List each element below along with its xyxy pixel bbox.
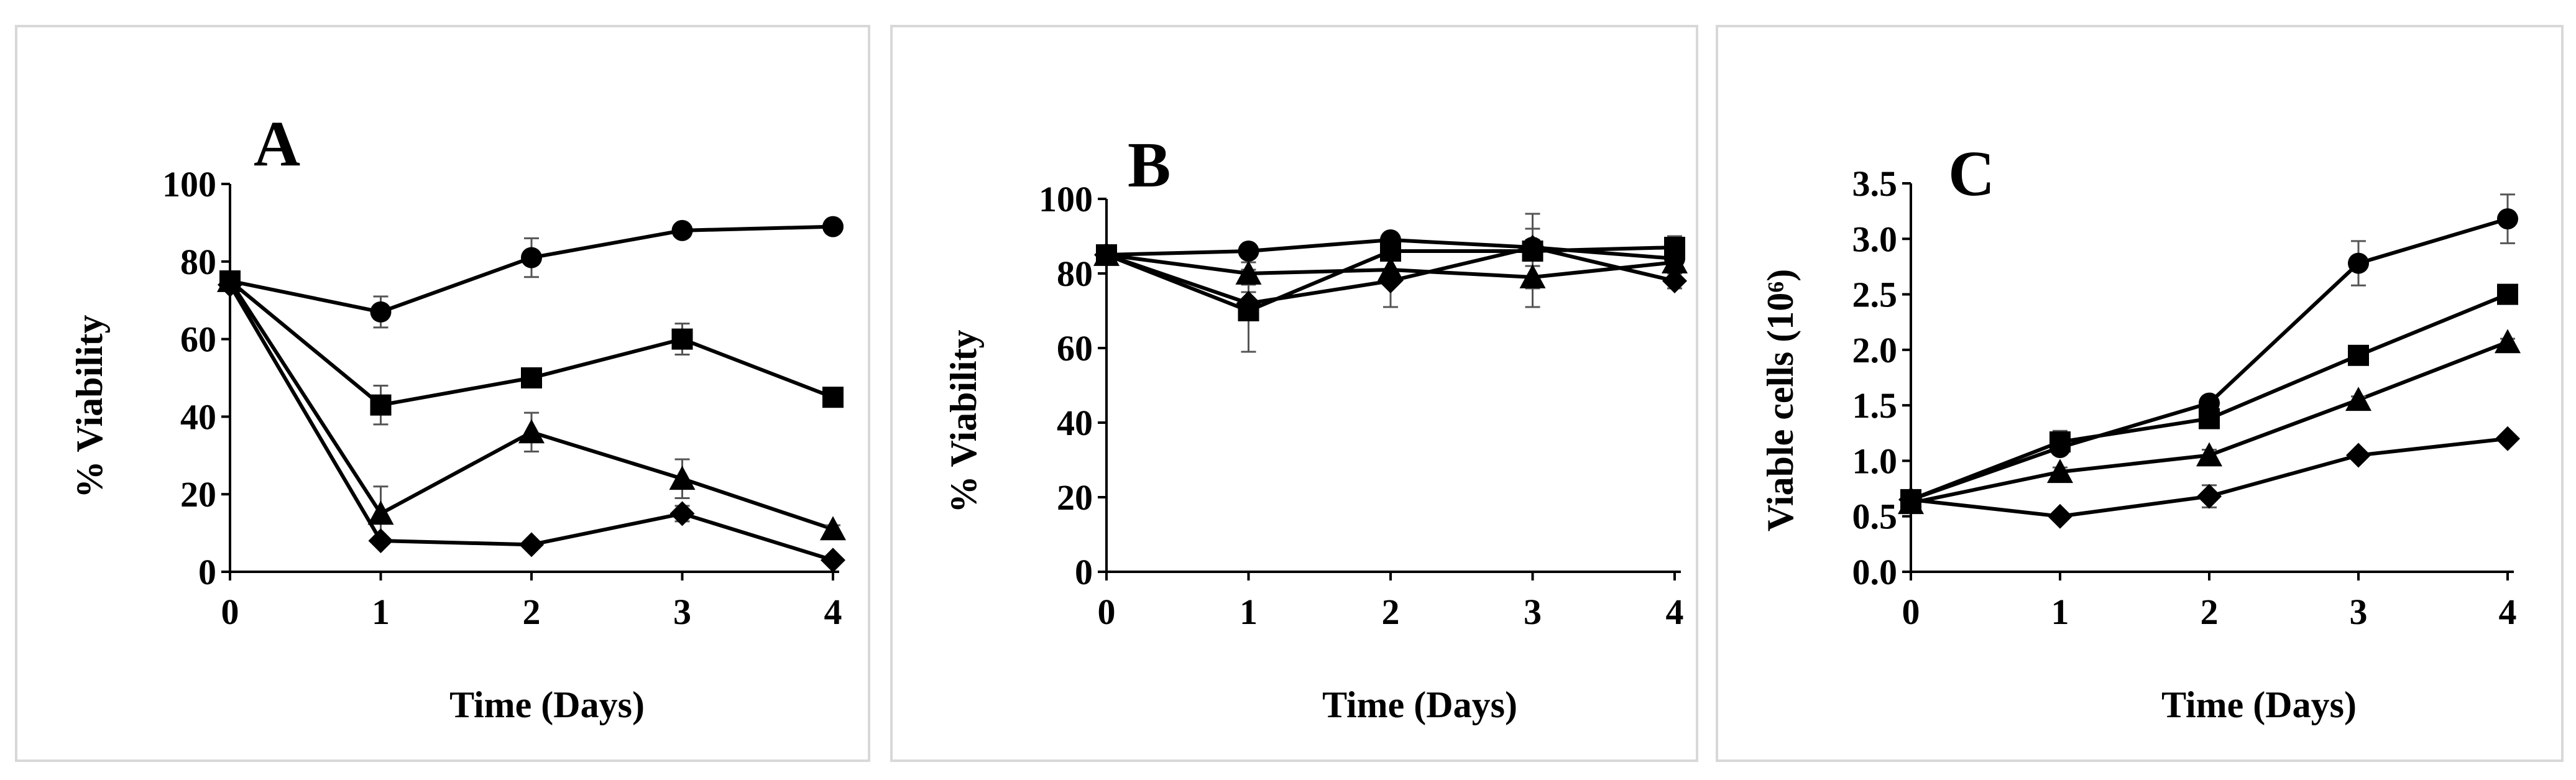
data-point-triangle-c bbox=[2196, 442, 2222, 467]
data-point-circle-c bbox=[2497, 208, 2518, 230]
y-tick-label-a: 60 bbox=[180, 319, 216, 360]
data-point-diamond-a bbox=[519, 532, 544, 557]
data-point-triangle-a bbox=[367, 500, 394, 525]
data-point-diamond-a bbox=[368, 528, 393, 554]
data-point-square-c bbox=[2497, 283, 2518, 305]
y-tick-label-c: 0.0 bbox=[1852, 552, 1898, 592]
data-point-circle-b bbox=[1238, 241, 1259, 262]
data-point-triangle-c bbox=[2345, 387, 2371, 411]
data-point-diamond-c bbox=[2495, 426, 2520, 451]
data-point-diamond-b bbox=[1662, 268, 1687, 293]
panel-label-b: B bbox=[1128, 129, 1171, 201]
x-tick-label-b: 4 bbox=[1666, 592, 1684, 632]
x-tick-label-b: 0 bbox=[1098, 592, 1116, 632]
x-tick-label-c: 1 bbox=[2051, 592, 2069, 632]
series-line-triangle-a bbox=[228, 280, 834, 531]
y-tick-label-c: 2.0 bbox=[1852, 330, 1898, 370]
y-tick-label-b: 20 bbox=[1057, 477, 1093, 518]
y-axis-label-a: % Viability bbox=[69, 314, 110, 498]
y-tick-label-b: 60 bbox=[1057, 328, 1093, 369]
y-tick-label-c: 3.0 bbox=[1852, 219, 1898, 259]
data-point-diamond-b bbox=[1378, 268, 1403, 293]
chart-panel-b: B 0 20 40 60 80 100 0 1 2 3 4 Time (Days) % Viabil… bbox=[890, 25, 1698, 762]
data-point-triangle-b bbox=[1662, 249, 1688, 273]
data-point-circle-a bbox=[370, 301, 392, 323]
data-point-diamond-a bbox=[669, 501, 695, 526]
data-point-square-c bbox=[2199, 408, 2220, 429]
y-tick-label-b: 80 bbox=[1057, 254, 1093, 294]
y-tick-label-a: 0 bbox=[198, 552, 216, 592]
panel-label-a: A bbox=[254, 108, 300, 180]
panel-label-c: C bbox=[1948, 138, 1995, 209]
y-tick-label-a: 20 bbox=[180, 474, 216, 515]
data-point-diamond-c bbox=[2048, 503, 2072, 529]
x-tick-label-a: 3 bbox=[673, 592, 691, 632]
x-axis-label-a: Time (Days) bbox=[449, 684, 645, 725]
y-tick-label-a: 40 bbox=[180, 397, 216, 437]
x-axis-label-b: Time (Days) bbox=[1322, 684, 1517, 725]
data-point-triangle-c bbox=[2495, 329, 2521, 354]
data-point-square-a bbox=[671, 328, 693, 350]
x-tick-label-c: 3 bbox=[2350, 592, 2368, 632]
data-point-triangle-a bbox=[669, 466, 696, 490]
chart-panel-a: A 0 20 40 60 80 100 0 1 2 3 4 Time (Days) % Viabil… bbox=[15, 25, 870, 762]
x-tick-label-b: 2 bbox=[1382, 592, 1400, 632]
y-tick-label-c: 0.5 bbox=[1852, 497, 1898, 537]
y-tick-label-c: 3.5 bbox=[1852, 163, 1898, 204]
data-point-triangle-a bbox=[820, 516, 846, 541]
data-point-diamond-b bbox=[1236, 291, 1261, 316]
x-tick-label-a: 1 bbox=[372, 592, 390, 632]
y-tick-label-a: 100 bbox=[162, 164, 216, 204]
data-point-diamond-a bbox=[821, 548, 845, 573]
chart-b-svg: B 0 20 40 60 80 100 0 1 2 3 4 Time (Days) % Viabil… bbox=[943, 129, 1688, 725]
y-axis-label-b: % Viability bbox=[943, 329, 984, 513]
y-tick-label-b: 40 bbox=[1057, 403, 1093, 443]
data-point-diamond-c bbox=[2346, 443, 2371, 468]
x-tick-label-b: 1 bbox=[1240, 592, 1258, 632]
plot-area-a: 0 20 40 60 80 100 0 1 2 3 4 bbox=[162, 164, 846, 632]
data-point-diamond-c bbox=[1898, 487, 1923, 512]
data-point-square-a bbox=[822, 387, 844, 408]
x-tick-label-b: 3 bbox=[1524, 592, 1542, 632]
chart-panel-c: C 0.0 0.5 1.0 1.5 2.0 2.5 3.0 3.5 0 1 2 3 4 Time (Da… bbox=[1716, 25, 2564, 762]
x-tick-label-c: 0 bbox=[1902, 592, 1920, 632]
plot-area-c: 0.0 0.5 1.0 1.5 2.0 2.5 3.0 3.5 0 1 2 3 4 bbox=[1852, 163, 2521, 632]
data-point-circle-a bbox=[521, 247, 542, 268]
y-tick-label-c: 1.0 bbox=[1852, 441, 1898, 481]
data-point-square-a bbox=[370, 394, 392, 416]
plot-area-b: 0 20 40 60 80 100 0 1 2 3 4 bbox=[1039, 179, 1688, 632]
data-point-triangle-c bbox=[2047, 459, 2073, 484]
x-tick-label-c: 4 bbox=[2499, 592, 2517, 632]
data-point-diamond-b bbox=[1520, 235, 1545, 260]
data-point-diamond-b bbox=[1094, 242, 1119, 267]
data-point-circle-c bbox=[2348, 252, 2369, 274]
data-point-circle-a bbox=[671, 219, 693, 241]
y-axis-label-c: Viable cells (10⁶) bbox=[1760, 269, 1801, 531]
chart-a-svg: A 0 20 40 60 80 100 0 1 2 3 4 Time (Days) % Viabil… bbox=[69, 108, 846, 725]
x-tick-label-a: 4 bbox=[824, 592, 842, 632]
y-tick-label-c: 2.5 bbox=[1852, 275, 1898, 315]
y-tick-label-c: 1.5 bbox=[1852, 385, 1898, 426]
x-tick-label-a: 0 bbox=[221, 592, 239, 632]
x-tick-label-c: 2 bbox=[2201, 592, 2219, 632]
x-axis-label-c: Time (Days) bbox=[2161, 684, 2357, 725]
data-point-triangle-b bbox=[1519, 264, 1546, 288]
y-tick-label-b: 100 bbox=[1039, 179, 1093, 219]
y-tick-label-b: 0 bbox=[1075, 552, 1093, 592]
data-point-circle-a bbox=[822, 216, 844, 237]
data-point-square-c bbox=[2348, 344, 2369, 366]
data-point-square-c bbox=[2049, 431, 2071, 453]
data-point-diamond-c bbox=[2197, 484, 2222, 509]
chart-c-svg: C 0.0 0.5 1.0 1.5 2.0 2.5 3.0 3.5 0 1 2 3 4 Time (Da… bbox=[1760, 138, 2521, 725]
data-point-triangle-a bbox=[518, 419, 545, 444]
data-point-triangle-b bbox=[1235, 260, 1262, 285]
x-tick-label-a: 2 bbox=[523, 592, 541, 632]
y-tick-label-a: 80 bbox=[180, 242, 216, 282]
data-point-square-a bbox=[521, 367, 542, 388]
data-point-diamond-a bbox=[218, 272, 242, 298]
